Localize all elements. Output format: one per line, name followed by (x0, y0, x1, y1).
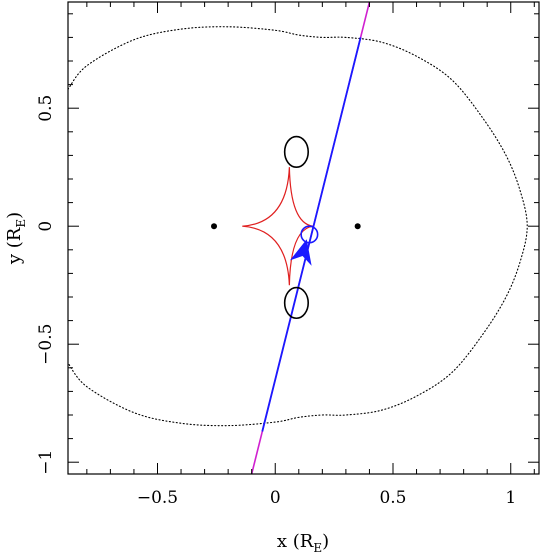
x-axis-label: x (RE) (277, 531, 329, 555)
trajectory-inner-segment (261, 37, 362, 432)
source-arrow (289, 239, 312, 266)
critical-curve (68, 26, 528, 427)
plot-frame (67, 1, 540, 475)
lensed-image-2 (283, 286, 310, 320)
x-tick-label: −0.5 (137, 488, 178, 508)
x-ticks: −0.5 0 0.5 1 (86, 2, 535, 508)
lens-point-1 (211, 223, 218, 230)
lensed-image-3 (300, 225, 319, 244)
y-tick-label: 0 (36, 221, 56, 232)
plot-contents (68, 2, 528, 474)
x-tick-label: 0 (270, 488, 281, 508)
y-tick-label: 0.5 (36, 95, 56, 122)
lens-point-2 (354, 223, 361, 230)
y-axis-label: y (RE) (4, 212, 28, 265)
y-tick-label: −0.5 (36, 324, 56, 365)
y-ticks: −1 −0.5 0 0.5 (36, 13, 539, 475)
x-tick-label: 1 (505, 488, 516, 508)
x-tick-label: 0.5 (379, 488, 406, 508)
caustic (242, 167, 314, 286)
lensed-image-1 (283, 135, 310, 169)
y-tick-label: −1 (36, 450, 56, 475)
